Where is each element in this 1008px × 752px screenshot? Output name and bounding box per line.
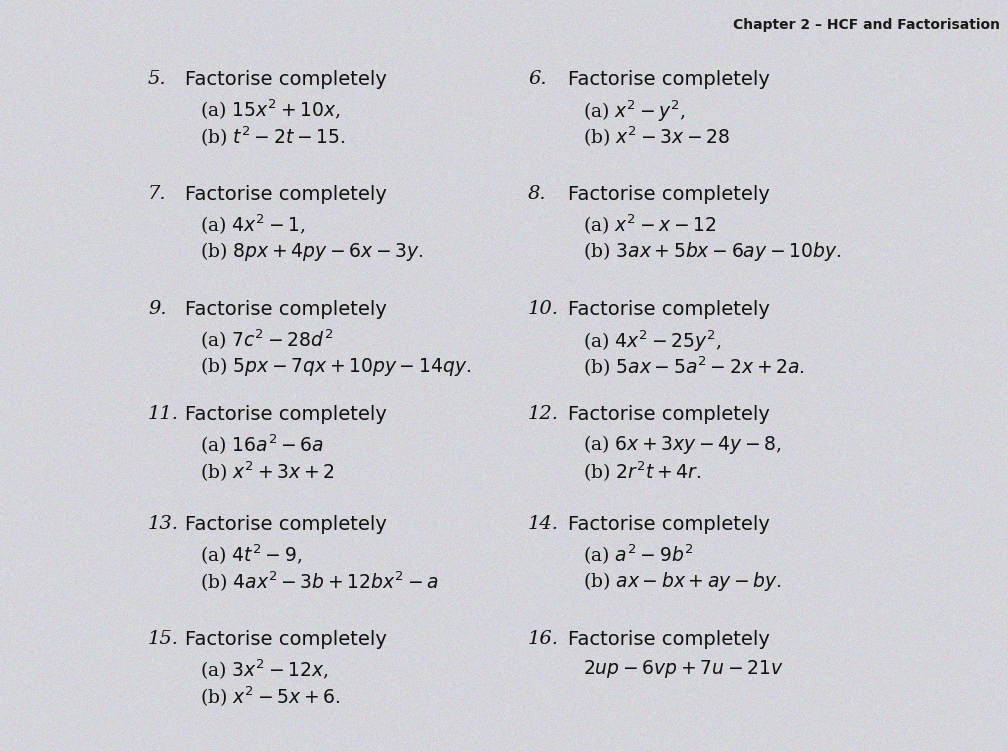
Text: (a) $3x^2 - 12x$,: (a) $3x^2 - 12x$, — [200, 658, 329, 682]
Text: (a) $4x^2 - 25y^2$,: (a) $4x^2 - 25y^2$, — [583, 328, 722, 353]
Text: 12.: 12. — [528, 405, 559, 423]
Text: Factorise completely: Factorise completely — [185, 185, 387, 204]
Text: Factorise completely: Factorise completely — [185, 70, 387, 89]
Text: (a) $15x^2 + 10x$,: (a) $15x^2 + 10x$, — [200, 98, 341, 123]
Text: (b) $5ax - 5a^2 - 2x + 2a$.: (b) $5ax - 5a^2 - 2x + 2a$. — [583, 355, 805, 379]
Text: Factorise completely: Factorise completely — [185, 300, 387, 319]
Text: 11.: 11. — [148, 405, 179, 423]
Text: Factorise completely: Factorise completely — [568, 70, 770, 89]
Text: Factorise completely: Factorise completely — [185, 630, 387, 649]
Text: Factorise completely: Factorise completely — [568, 515, 770, 534]
Text: 15.: 15. — [148, 630, 179, 648]
Text: Factorise completely: Factorise completely — [185, 405, 387, 424]
Text: (a) $a^2 - 9b^2$: (a) $a^2 - 9b^2$ — [583, 543, 694, 567]
Text: (b) $5px - 7qx + 10py - 14qy$.: (b) $5px - 7qx + 10py - 14qy$. — [200, 355, 472, 378]
Text: 14.: 14. — [528, 515, 559, 533]
Text: (a) $7c^2 - 28d^2$: (a) $7c^2 - 28d^2$ — [200, 328, 334, 353]
Text: (b) $ax - bx + ay - by$.: (b) $ax - bx + ay - by$. — [583, 570, 782, 593]
Text: Factorise completely: Factorise completely — [185, 515, 387, 534]
Text: Factorise completely: Factorise completely — [568, 630, 770, 649]
Text: (a) $4t^2 - 9$,: (a) $4t^2 - 9$, — [200, 543, 302, 567]
Text: $2up - 6vp + 7u - 21v$: $2up - 6vp + 7u - 21v$ — [583, 658, 783, 680]
Text: (b) $x^2 + 3x + 2$: (b) $x^2 + 3x + 2$ — [200, 460, 335, 484]
Text: (a) $4x^2 - 1$,: (a) $4x^2 - 1$, — [200, 213, 305, 238]
Text: (b) $x^2 - 3x - 28$: (b) $x^2 - 3x - 28$ — [583, 125, 730, 150]
Text: (a) $16a^2 - 6a$: (a) $16a^2 - 6a$ — [200, 433, 325, 457]
Text: 13.: 13. — [148, 515, 179, 533]
Text: 9.: 9. — [148, 300, 166, 318]
Text: (a) $x^2 - y^2$,: (a) $x^2 - y^2$, — [583, 98, 685, 123]
Text: 10.: 10. — [528, 300, 559, 318]
Text: 8.: 8. — [528, 185, 546, 203]
Text: Factorise completely: Factorise completely — [568, 185, 770, 204]
Text: (b) $8px + 4py - 6x - 3y$.: (b) $8px + 4py - 6x - 3y$. — [200, 240, 423, 263]
Text: 5.: 5. — [148, 70, 166, 88]
Text: (a) $6x + 3xy - 4y - 8$,: (a) $6x + 3xy - 4y - 8$, — [583, 433, 782, 456]
Text: Factorise completely: Factorise completely — [568, 300, 770, 319]
Text: 6.: 6. — [528, 70, 546, 88]
Text: (b) $t^2 - 2t - 15$.: (b) $t^2 - 2t - 15$. — [200, 125, 346, 150]
Text: Chapter 2 – HCF and Factorisation: Chapter 2 – HCF and Factorisation — [733, 18, 1000, 32]
Text: (b) $3ax + 5bx - 6ay - 10by$.: (b) $3ax + 5bx - 6ay - 10by$. — [583, 240, 842, 263]
Text: (b) $x^2 - 5x + 6$.: (b) $x^2 - 5x + 6$. — [200, 685, 341, 709]
Text: (b) $4ax^2 - 3b + 12bx^2 - a$: (b) $4ax^2 - 3b + 12bx^2 - a$ — [200, 570, 438, 594]
Text: 7.: 7. — [148, 185, 166, 203]
Text: 16.: 16. — [528, 630, 559, 648]
Text: (a) $x^2 - x - 12$: (a) $x^2 - x - 12$ — [583, 213, 717, 238]
Text: Factorise completely: Factorise completely — [568, 405, 770, 424]
Text: (b) $2r^2t + 4r$.: (b) $2r^2t + 4r$. — [583, 460, 702, 484]
